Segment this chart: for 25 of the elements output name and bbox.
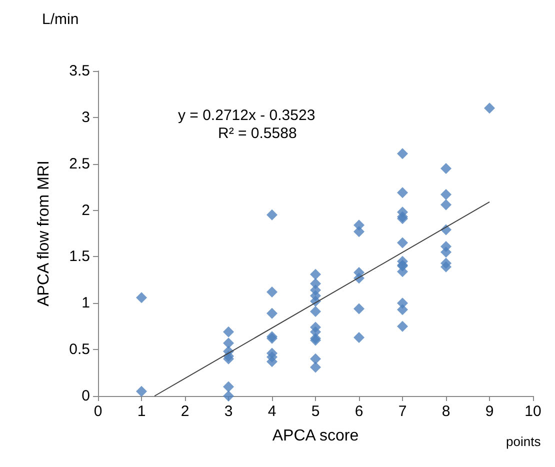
y-tick-label: 2.5 [69,155,90,172]
x-tick-label: 2 [180,403,190,420]
text: L/min [42,11,79,28]
y-tick-label: 1 [82,294,90,312]
text: points [506,434,542,449]
x-tick-label: 8 [442,403,450,420]
annotation: y = 0.2712x - 0.3523 [178,107,316,124]
x-tick-label: 4 [268,403,276,420]
x-tick-label: 0 [94,403,102,420]
x-tick-label: 6 [354,403,364,420]
x-tick-label: 5 [311,403,320,420]
y-axis-title: APCA flow from MRI [36,160,52,306]
x-tick-label: 10 [524,403,542,420]
x-tick-label: 7 [398,403,407,420]
y-tick-label: 3 [82,108,90,126]
x-tick-label: 3 [224,403,233,420]
y-tick-label: 2 [82,202,90,219]
y-tick-label: 1.5 [69,248,90,266]
x-axis-title: APCA score [272,428,359,444]
y-tick-label: 0.5 [69,341,90,358]
x-tick-label: 1 [137,403,146,420]
y-tick-label: 3.5 [69,62,90,80]
y-tick-label: 0 [82,388,90,404]
annotation: R² = 0.5588 [218,125,297,142]
x-tick-label: 9 [485,403,494,420]
